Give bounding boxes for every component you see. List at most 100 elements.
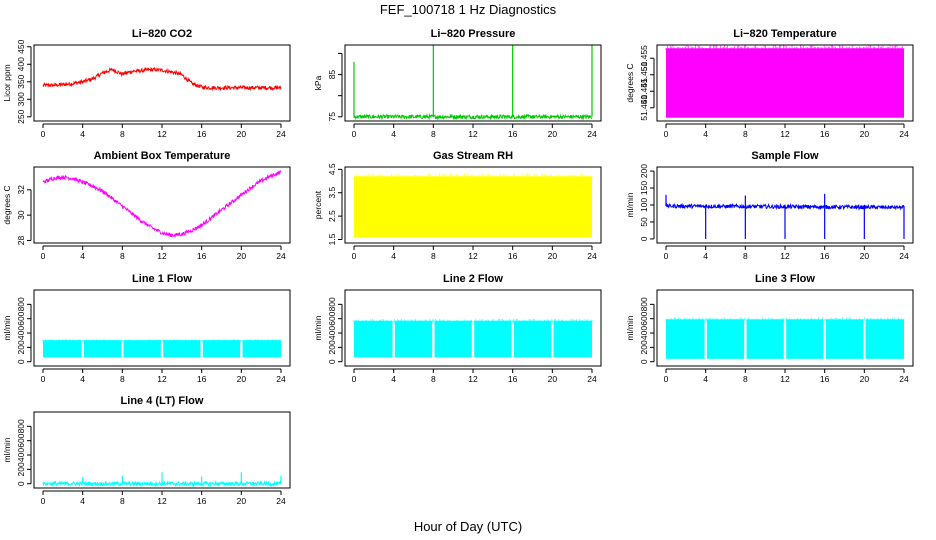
chart-8-band-segment [394, 320, 433, 358]
chart-3-x-tick-label: 4 [703, 129, 708, 139]
chart-7-x-tick-label: 0 [41, 374, 46, 384]
chart-10-y-label: ml/min [2, 437, 12, 462]
chart-9-y-tick-label: 600 [639, 311, 649, 325]
chart-5-y-label: percent [313, 190, 323, 219]
chart-7-y-label: ml/min [2, 315, 12, 340]
chart-8-y-tick-label: 0 [327, 359, 337, 364]
chart-5-x-tick-label: 4 [391, 251, 396, 261]
chart-2-x-tick-label: 24 [587, 129, 597, 139]
chart-1-x-tick-label: 16 [197, 129, 207, 139]
chart-8-x-tick-label: 16 [508, 374, 518, 384]
chart-1-x-tick-label: 0 [41, 129, 46, 139]
chart-5-x-tick-label: 8 [431, 251, 436, 261]
chart-10-data [42, 472, 282, 488]
chart-4-y-tick-label: 28 [16, 235, 26, 245]
chart-9-band-segment [865, 319, 904, 359]
chart-7-x-tick-label: 12 [157, 374, 167, 384]
chart-8-x-tick-label: 0 [352, 374, 357, 384]
chart-9-x-axis: 0 4 8 12 16 20 24 [664, 368, 909, 384]
chart-5-y-tick-label: 2.5 [327, 210, 337, 222]
chart-10-frame [33, 411, 291, 489]
chart-1-y-tick-label: 450 [16, 39, 26, 53]
chart-8-band-segment [513, 320, 552, 358]
chart-5-band-segment [354, 176, 592, 238]
chart-8-x-tick-label: 8 [431, 374, 436, 384]
chart-7-frame [33, 289, 291, 367]
chart-7-x-tick-label: 20 [237, 374, 247, 384]
chart-7-y-tick-label: 600 [16, 311, 26, 325]
chart-7-y-tick-label: 0 [16, 359, 26, 364]
chart-3-y-tick-label: 51.445 [639, 78, 649, 104]
chart-6-title: Sample Flow [751, 150, 819, 162]
chart-9-y-tick-label: 200 [639, 340, 649, 354]
chart-panel-6: Sample Flow 0 4 8 12 16 20 24 0 50 100 150 200 ml/min [625, 150, 914, 261]
chart-6-y-tick-label: 150 [639, 181, 649, 195]
chart-10-y-tick-label: 0 [16, 481, 26, 486]
chart-9-x-tick-label: 24 [899, 374, 909, 384]
chart-4-x-tick-label: 24 [276, 251, 286, 261]
chart-9-data [665, 317, 905, 359]
chart-10-x-tick-label: 12 [157, 496, 167, 506]
chart-7-band-segment [43, 340, 82, 358]
chart-8-y-tick-label: 600 [327, 311, 337, 325]
chart-1-y-tick-label: 350 [16, 74, 26, 88]
chart-2-x-tick-label: 0 [352, 129, 357, 139]
chart-2-x-tick-label: 20 [548, 129, 558, 139]
chart-3-frame [656, 44, 914, 122]
chart-10-y-tick-label: 200 [16, 462, 26, 476]
chart-2-x-tick-label: 16 [508, 129, 518, 139]
chart-7-x-tick-label: 4 [80, 374, 85, 384]
chart-6-x-tick-label: 8 [743, 251, 748, 261]
chart-7-noise [42, 339, 280, 343]
chart-8-y-tick-label: 200 [327, 340, 337, 354]
chart-9-y-tick-label: 0 [639, 359, 649, 364]
chart-7-band-segment [83, 340, 122, 358]
chart-3-title: Li−820 Temperature [733, 28, 836, 40]
chart-6-x-tick-label: 24 [899, 251, 909, 261]
chart-1-x-tick-label: 20 [237, 129, 247, 139]
chart-8-band-segment [434, 320, 472, 358]
chart-7-band-segment [202, 340, 241, 358]
chart-5-data [353, 173, 593, 238]
chart-1-series-line [42, 66, 282, 92]
chart-6-frame [656, 166, 914, 244]
chart-9-noise [665, 317, 905, 322]
chart-9-band-segment [746, 319, 784, 359]
chart-2-title: Li−820 Pressure [431, 28, 516, 40]
chart-4-series-line [42, 169, 282, 238]
chart-2-data [353, 45, 593, 121]
chart-1-x-tick-label: 12 [157, 129, 167, 139]
chart-8-x-tick-label: 12 [468, 374, 478, 384]
chart-7-band-segment [123, 340, 161, 358]
chart-1-y-axis: 250 300 350 400 450 [16, 39, 32, 124]
chart-8-title: Line 2 Flow [443, 273, 503, 285]
chart-4-x-tick-label: 12 [157, 251, 167, 261]
chart-5-x-tick-label: 12 [468, 251, 478, 261]
chart-8-band-segment [354, 320, 393, 358]
chart-7-x-tick-label: 16 [197, 374, 207, 384]
chart-10-y-tick-label: 800 [16, 419, 26, 433]
chart-7-y-tick-label: 800 [16, 297, 26, 311]
chart-7-x-tick-label: 8 [120, 374, 125, 384]
chart-1-y-tick-label: 250 [16, 109, 26, 123]
chart-2-frame [344, 44, 602, 122]
chart-2-x-tick-label: 4 [391, 129, 396, 139]
chart-10-x-axis: 0 4 8 12 16 20 24 [41, 490, 286, 506]
chart-2-y-label: kPa [313, 75, 323, 90]
chart-7-x-axis: 0 4 8 12 16 20 24 [41, 368, 286, 384]
chart-1-x-tick-label: 4 [80, 129, 85, 139]
chart-9-x-tick-label: 12 [780, 374, 790, 384]
chart-4-x-axis: 0 4 8 12 16 20 24 [41, 245, 286, 261]
chart-10-x-tick-label: 8 [120, 496, 125, 506]
chart-6-x-axis: 0 4 8 12 16 20 24 [664, 245, 909, 261]
chart-7-data [42, 339, 281, 358]
chart-9-band-segment [666, 319, 705, 359]
chart-1-data [42, 66, 282, 92]
chart-3-band-segment [666, 48, 904, 118]
chart-3-y-tick-label: 51.440 [639, 95, 649, 121]
chart-6-y-axis: 0 50 100 150 200 [639, 164, 655, 241]
chart-3-x-axis: 0 4 8 12 16 20 24 [664, 123, 909, 139]
chart-8-frame [344, 289, 602, 367]
chart-2-y-tick-label: 85 [327, 70, 337, 80]
